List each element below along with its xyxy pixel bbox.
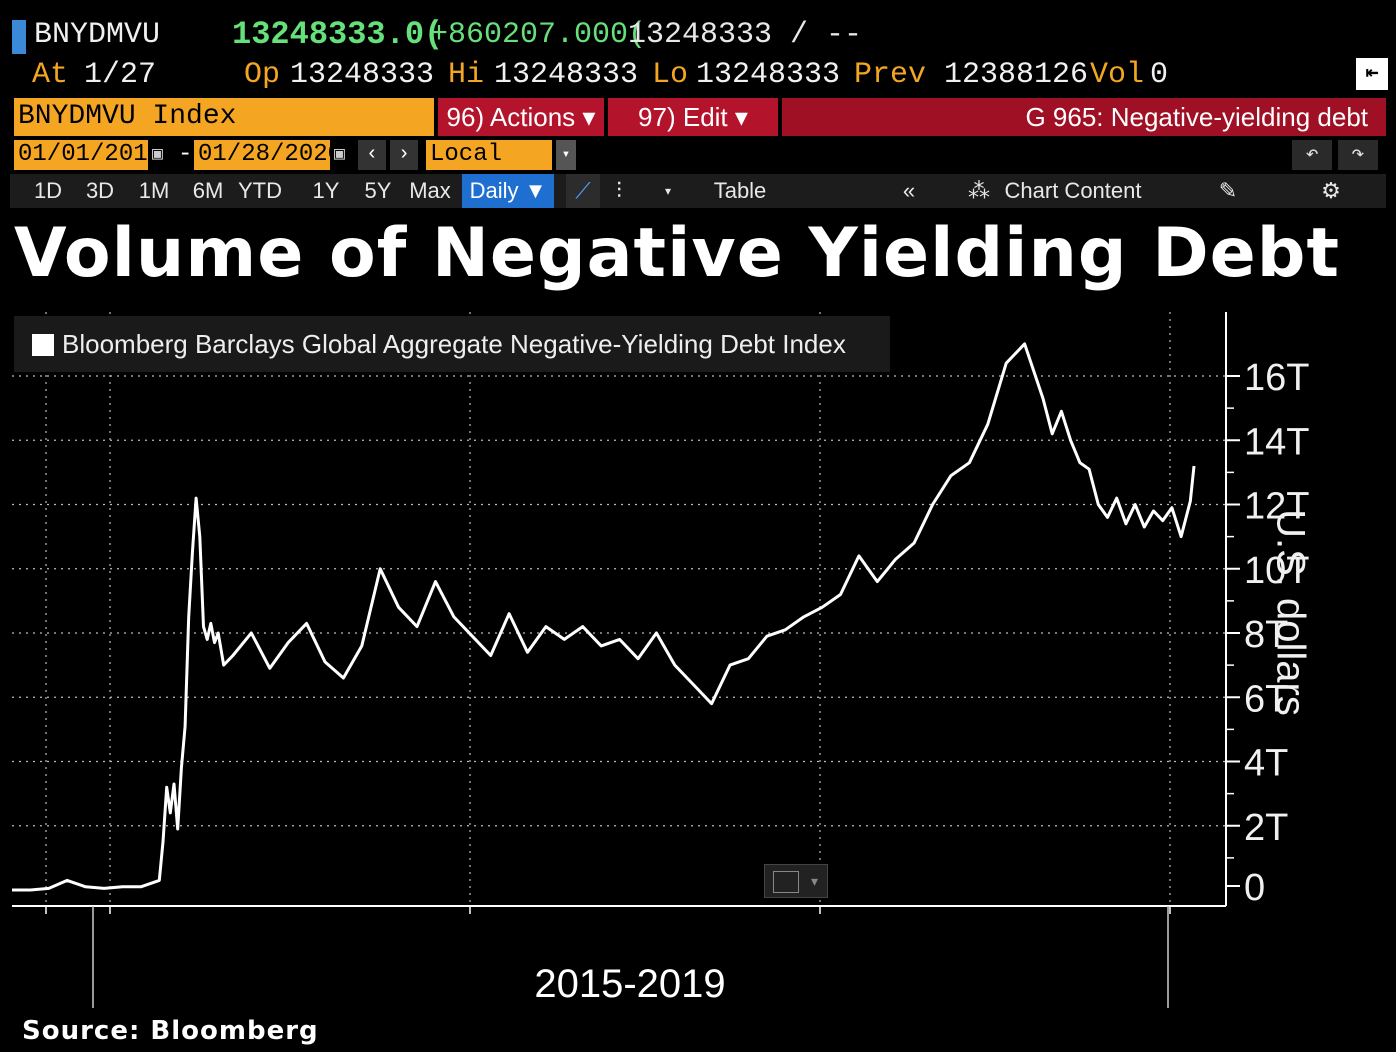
calendar-icon[interactable]: ▣ [152, 145, 163, 165]
net-change: +860207.000( [430, 18, 647, 52]
period-button-max[interactable]: Max [409, 178, 451, 203]
table-button[interactable]: Table [713, 178, 767, 203]
period-button-1d[interactable]: 1D [33, 178, 63, 203]
legend-label: Bloomberg Barclays Global Aggregate Nega… [62, 329, 846, 359]
y-tick-label: 2T [1244, 807, 1288, 849]
low-value: 13248333 [696, 58, 841, 92]
legend[interactable]: Bloomberg Barclays Global Aggregate Nega… [14, 316, 890, 372]
chart-title: Volume of Negative Yielding Debt [14, 214, 1340, 293]
legend-swatch [32, 334, 54, 356]
high-label: Hi [448, 58, 485, 92]
security-marker [12, 20, 26, 54]
y-tick-label: 14T [1244, 421, 1309, 463]
edit-menu-button[interactable]: 97) Edit ▾ [608, 98, 778, 136]
bar-chart-icon[interactable]: ⫶ [616, 178, 622, 203]
function-title: G 965: Negative-yielding debt [782, 98, 1386, 136]
period-button-5y[interactable]: 5Y [364, 178, 392, 203]
symbol: BNYDMVU [34, 18, 161, 52]
chevron-down-icon[interactable]: ▾ [556, 140, 576, 170]
y-axis-label: U.S. dollars [1268, 509, 1313, 716]
chevron-left-icon[interactable]: ‹ [358, 140, 386, 170]
line-chart-icon[interactable]: ⟋ [566, 174, 600, 208]
start-date-input[interactable]: 01/01/2010 [14, 140, 162, 170]
period-button-ytd[interactable]: YTD [238, 178, 282, 203]
calendar-icon[interactable]: ▣ [334, 145, 345, 165]
undo-icon[interactable]: ↶ [1292, 140, 1332, 170]
date-range-bar: 01/01/2010 ▣ - 01/28/2020 ▣ ‹ › Local CC… [0, 140, 1396, 198]
y-tick-label: 4T [1244, 743, 1288, 785]
vol-label: Vol [1090, 58, 1145, 92]
command-bar: BNYDMVU Index 96) Actions ▾ 97) Edit ▾ G… [0, 98, 1396, 136]
open-value: 13248333 [290, 58, 435, 92]
edit-icon[interactable]: ✎ [1218, 178, 1238, 203]
at-value: 1/27 [84, 58, 157, 92]
y-tick-label: 16T [1244, 357, 1309, 399]
chevron-down-icon[interactable]: ▾ [664, 184, 672, 198]
source-note: Source: Bloomberg [22, 1016, 319, 1046]
chart-type-icon [773, 871, 799, 893]
chart-content-button[interactable]: Chart Content [1004, 178, 1142, 203]
prev-label: Prev [854, 58, 927, 92]
period-button-3d[interactable]: 3D [85, 178, 115, 203]
end-date-input[interactable]: 01/28/2020 [194, 140, 342, 170]
period-button-6m[interactable]: 6M [192, 178, 224, 203]
actions-menu-button[interactable]: 96) Actions ▾ [438, 98, 604, 136]
vol-value: 0 [1150, 58, 1169, 92]
quote-stats: At 1/27 Op 13248333 Hi 13248333 Lo 13248… [0, 56, 1396, 96]
low-label: Lo [652, 58, 689, 92]
quote-header: BNYDMVU 13248333.0( +860207.000( 1324833… [0, 14, 1396, 54]
exit-icon[interactable]: ⇤ [1356, 58, 1388, 90]
chevron-down-icon: ▾ [811, 873, 819, 889]
period-button-1m[interactable]: 1M [138, 178, 170, 203]
bid-ask: 13248333 / -- [628, 18, 863, 52]
high-value: 13248333 [494, 58, 639, 92]
at-label: At [32, 58, 69, 92]
collapse-icon[interactable]: « [902, 178, 916, 203]
chevron-right-icon[interactable]: › [390, 140, 418, 170]
y-tick-label: 12T [1244, 486, 1309, 528]
period-button-1y[interactable]: 1Y [312, 178, 340, 203]
gear-icon[interactable]: ⚙ [1321, 178, 1341, 203]
date-separator: - [178, 141, 193, 168]
y-tick-label: 0 [1244, 867, 1265, 909]
frequency-select[interactable]: Daily ▼ [462, 174, 554, 208]
redo-icon[interactable]: ↷ [1338, 140, 1378, 170]
y-tick-label: 6T [1244, 678, 1288, 720]
last-price: 13248333.0( [232, 16, 444, 53]
chart-content-icon: ⁂ [968, 178, 990, 203]
prev-value: 12388126 [944, 58, 1089, 92]
y-tick-label: 8T [1244, 614, 1288, 656]
series-line [12, 342, 1196, 892]
y-tick-label: 10T [1244, 550, 1309, 592]
ticker-field[interactable]: BNYDMVU Index [14, 98, 434, 136]
chart-toolbar: 1D 3D 1M 6M YTD 1Y 5Y Max Daily ▼ ⟋ ⫶ ▾ Table «… [10, 174, 1386, 208]
chart-type-control[interactable]: ▾ [764, 864, 828, 898]
open-label: Op [244, 58, 281, 92]
x-axis-label: 2015-2019 [534, 962, 726, 1006]
